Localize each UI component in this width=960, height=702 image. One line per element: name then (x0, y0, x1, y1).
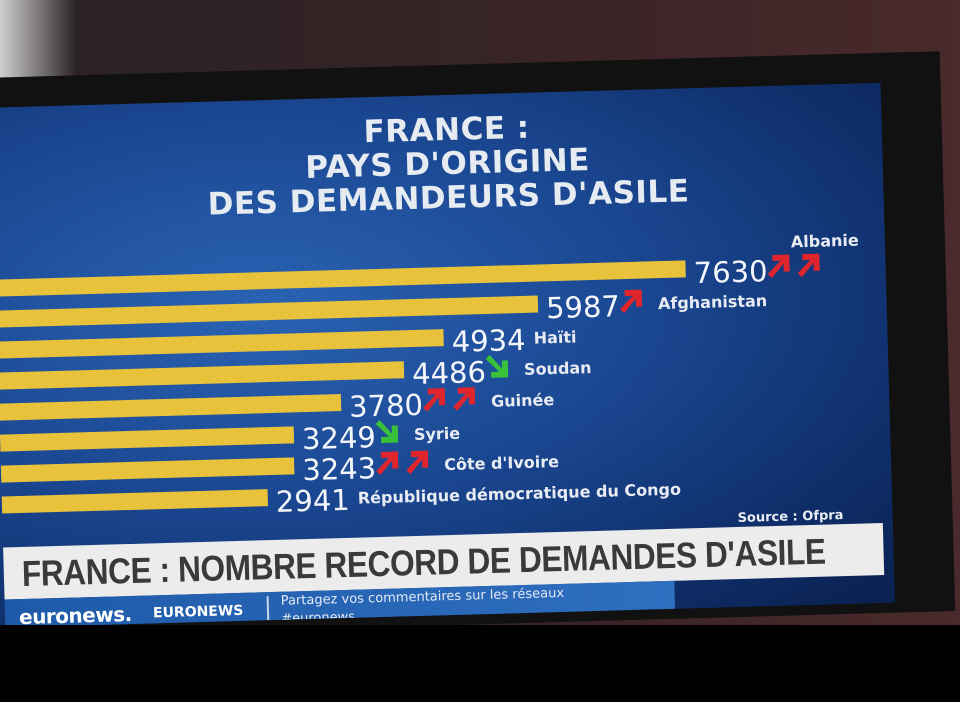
category-label-5: Syrie (414, 424, 461, 444)
value-label-7: 2941 (275, 483, 350, 519)
trend-arrow-6-1 (406, 450, 429, 475)
bottom-shadow (0, 625, 960, 702)
trend-arrow-1-0 (620, 289, 643, 314)
bar-chart: 7630 Albanie 5987 Afghanistan 4934 Haïti 4486 S… (0, 231, 859, 519)
category-label-4: Guinée (491, 390, 555, 411)
source-label: Source : Ofpra (737, 508, 844, 527)
value-label-1: 5987 (546, 289, 621, 325)
category-label-6: Côte d'Ivoire (444, 452, 559, 474)
value-label-3: 4486 (412, 355, 487, 391)
trend-arrow-4-1 (453, 387, 476, 411)
bar-1 (0, 295, 539, 328)
value-label-6: 3243 (302, 451, 377, 487)
category-label-0: Albanie (791, 231, 859, 252)
value-label-4: 3780 (349, 388, 424, 424)
category-label-1: Afghanistan (658, 291, 768, 313)
bar-2 (0, 329, 444, 359)
category-label-3: Soudan (524, 358, 592, 379)
category-label-7: République démocratique du Congo (358, 480, 682, 508)
trend-arrow-3-0 (485, 354, 509, 378)
tv-set: FRANCE : PAYS D'ORIGINE DES DEMANDEURS D… (0, 51, 956, 638)
value-label-2: 4934 (451, 323, 526, 359)
trend-arrow-4-0 (423, 388, 446, 412)
tv-screen: FRANCE : PAYS D'ORIGINE DES DEMANDEURS D… (0, 82, 896, 628)
bar-4 (0, 394, 342, 421)
trend-arrow-0-0 (767, 254, 790, 278)
category-label-2: Haïti (533, 327, 576, 347)
bar-5 (0, 426, 295, 452)
bar-6 (0, 457, 295, 483)
trend-arrow-6-0 (376, 451, 399, 475)
bar-7 (1, 489, 269, 514)
bar-0 (0, 260, 686, 297)
value-label-0: 7630 (693, 254, 768, 290)
trend-arrow-0-1 (797, 253, 820, 278)
trend-arrow-5-0 (375, 419, 399, 443)
channel-brand: EURONEWS (152, 602, 244, 622)
strip-divider (266, 596, 270, 628)
euronews-logo: euronews. (18, 601, 133, 628)
bar-3 (0, 361, 405, 390)
value-label-5: 3249 (302, 420, 377, 456)
